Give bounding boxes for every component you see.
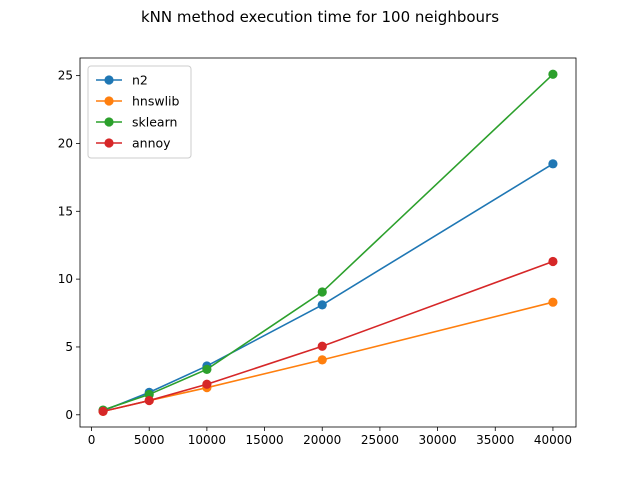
data-point-n2: [548, 159, 558, 169]
data-point-sklearn: [202, 364, 212, 374]
y-tick-label: 20: [58, 136, 73, 150]
data-point-annoy: [548, 256, 558, 267]
x-tick-label: 10000: [188, 433, 226, 447]
chart-title: kNN method execution time for 100 neighb…: [141, 8, 499, 26]
data-point-annoy: [202, 379, 212, 389]
x-tick-label: 0: [88, 433, 96, 447]
series-annoy: [98, 256, 558, 416]
y-tick-label: 0: [65, 408, 73, 422]
data-point-annoy: [317, 341, 327, 351]
data-point-sklearn: [548, 69, 558, 79]
legend-label-n2: n2: [132, 73, 148, 88]
data-point-annoy: [144, 395, 154, 406]
data-point-hnswlib: [548, 297, 558, 307]
y-tick-label: 15: [58, 204, 73, 218]
legend-label-annoy: annoy: [132, 136, 171, 151]
x-tick-label: 25000: [361, 433, 399, 447]
x-tick-label: 20000: [303, 433, 341, 447]
legend-marker-hnswlib: [104, 96, 114, 106]
data-point-annoy: [98, 406, 108, 416]
legend-marker-n2: [104, 75, 114, 85]
data-point-hnswlib: [317, 355, 327, 365]
x-tick-label: 15000: [245, 433, 283, 447]
y-tick-label: 25: [58, 69, 73, 83]
plot-area: 0 5000 10000 15000 20000 25000 30000 35000 40000…: [58, 57, 577, 447]
axes-frame: [79, 57, 577, 428]
x-tick-label: 40000: [534, 433, 572, 447]
x-tick-label: 30000: [418, 433, 456, 447]
x-tick-label: 35000: [476, 433, 514, 447]
legend-box: [87, 65, 192, 159]
data-point-sklearn: [317, 287, 327, 297]
y-tick-label: 5: [65, 340, 73, 354]
legend-label-sklearn: sklearn: [132, 115, 177, 130]
legend-marker-annoy: [104, 138, 114, 148]
legend-marker-sklearn: [104, 117, 114, 127]
legend: n2 hnswlib sklearn annoy: [87, 65, 192, 159]
y-tick-label: 10: [58, 272, 73, 286]
x-tick-label: 5000: [134, 433, 165, 447]
data-point-n2: [317, 300, 327, 310]
legend-label-hnswlib: hnswlib: [132, 94, 180, 109]
